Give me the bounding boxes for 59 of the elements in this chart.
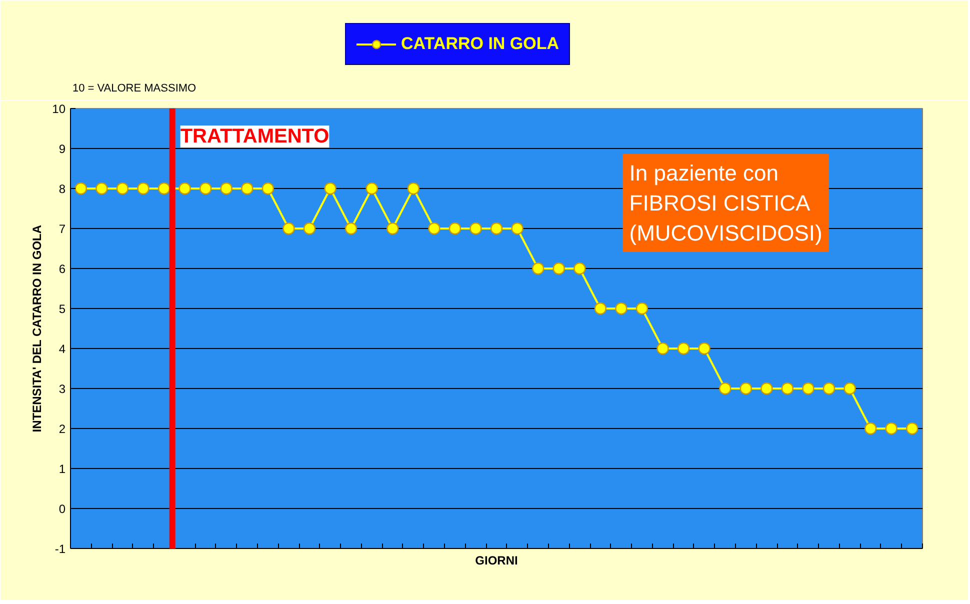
point	[448, 222, 462, 235]
point	[407, 182, 420, 195]
y-tick-label: -1	[54, 542, 66, 556]
point	[718, 382, 732, 395]
point	[698, 342, 710, 355]
point	[386, 222, 399, 235]
point	[178, 182, 191, 195]
point	[262, 182, 274, 195]
point	[220, 182, 232, 195]
y-tick-label: 0	[58, 502, 66, 516]
point	[532, 262, 544, 275]
y-axis-title: INTENSITA' DEL CATARRO IN GOLA	[30, 224, 44, 432]
x-axis-title: GIORNI	[475, 554, 518, 568]
point	[199, 182, 212, 195]
point	[740, 382, 752, 395]
y-tick-label: 5	[58, 302, 66, 316]
point	[490, 222, 503, 235]
point	[282, 222, 295, 235]
point	[428, 222, 440, 235]
y-tick-label: 2	[58, 422, 66, 436]
y-tick-label: 4	[58, 342, 66, 356]
y-tick-label: 10	[52, 102, 66, 116]
point	[324, 182, 336, 195]
point	[636, 302, 648, 315]
point	[158, 182, 170, 195]
point	[96, 182, 108, 195]
point	[885, 422, 898, 435]
point	[511, 222, 524, 235]
point	[802, 382, 814, 395]
y-tick-label: 9	[58, 142, 66, 156]
point	[552, 262, 565, 275]
annotation: TRATTAMENTO	[180, 126, 330, 148]
point	[844, 382, 856, 395]
point	[74, 182, 87, 195]
y-tick-label: 1	[58, 462, 66, 476]
point	[864, 422, 877, 435]
legend-label: CATARRO IN GOLA	[401, 34, 560, 54]
text: 10 = VALORE MASSIMO	[72, 82, 197, 94]
point	[594, 302, 606, 315]
y-tick-label: 8	[58, 182, 66, 196]
point	[137, 182, 150, 195]
point	[781, 382, 794, 395]
point	[677, 342, 690, 355]
point	[656, 342, 669, 355]
y-tick-label: 6	[58, 262, 66, 276]
point	[822, 382, 836, 395]
point	[574, 262, 586, 275]
y-tick-label: 3	[58, 382, 66, 396]
point	[906, 422, 918, 435]
point	[344, 222, 358, 235]
point	[760, 382, 773, 395]
annotation: In paziente con FIBROSI CISTICA (MUCOVISCIDOSI)	[629, 160, 822, 246]
point	[470, 222, 482, 235]
y-tick-label: 7	[58, 222, 66, 236]
point	[615, 302, 628, 315]
point	[241, 182, 254, 195]
point	[303, 222, 316, 235]
point	[366, 182, 378, 195]
point	[116, 182, 129, 195]
